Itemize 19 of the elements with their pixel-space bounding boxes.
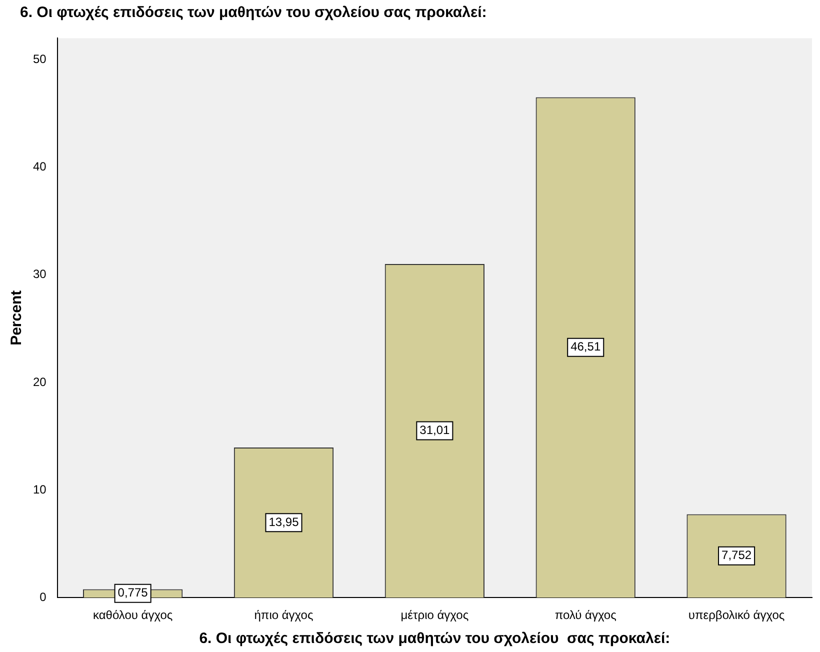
data-label: 31,01 [420,423,450,438]
data-label: 13,95 [268,514,300,529]
x-axis-title: 6. Οι φτωχές επιδόσεις των μαθητών του σχολείου σας προκαλεί: [199,630,670,648]
y-tick-label: 50 [32,52,47,66]
data-label: 46,51 [570,340,601,354]
y-tick-label: 30 [32,267,47,282]
data-label: 0,775 [118,586,148,600]
y-tick-label: 20 [32,374,47,389]
x-tick-label: υπερβολικό άγχος [688,608,785,622]
x-tick-label: ήπιο άγχος [254,608,314,622]
y-axis-title: Percent [8,290,26,346]
data-label: 7,752 [722,548,752,562]
y-tick-label: 0 [40,590,47,604]
x-tick-label: πολύ άγχος [554,608,617,622]
y-tick-label: 10 [32,482,47,496]
chart-title: 6. Οι φτωχές επιδόσεις των μαθητών του σχολείου σας προκαλεί: [20,4,487,21]
x-tick-label: μέτριο άγχος [400,608,469,622]
y-tick-label: 40 [32,160,47,174]
x-tick-label: καθόλου άγχος [92,608,173,622]
